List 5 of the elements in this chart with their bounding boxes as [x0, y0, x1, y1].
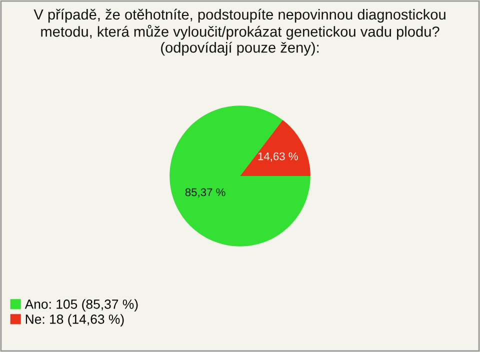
legend-label: Ano: 105 (85,37 %)	[24, 299, 138, 312]
data-label: 14,63 %	[258, 152, 298, 162]
data-label: 85,37 %	[185, 188, 226, 198]
legend-label: Ne: 18 (14,63 %)	[26, 314, 124, 326]
chart-title: V případě, že otěhotníte, podstoupíte nepovinnou diagnostickou metodu, která může vyloučit/prokázat genetickou vadu plodu? (odpovídají pouze ženy):	[34, 8, 446, 56]
